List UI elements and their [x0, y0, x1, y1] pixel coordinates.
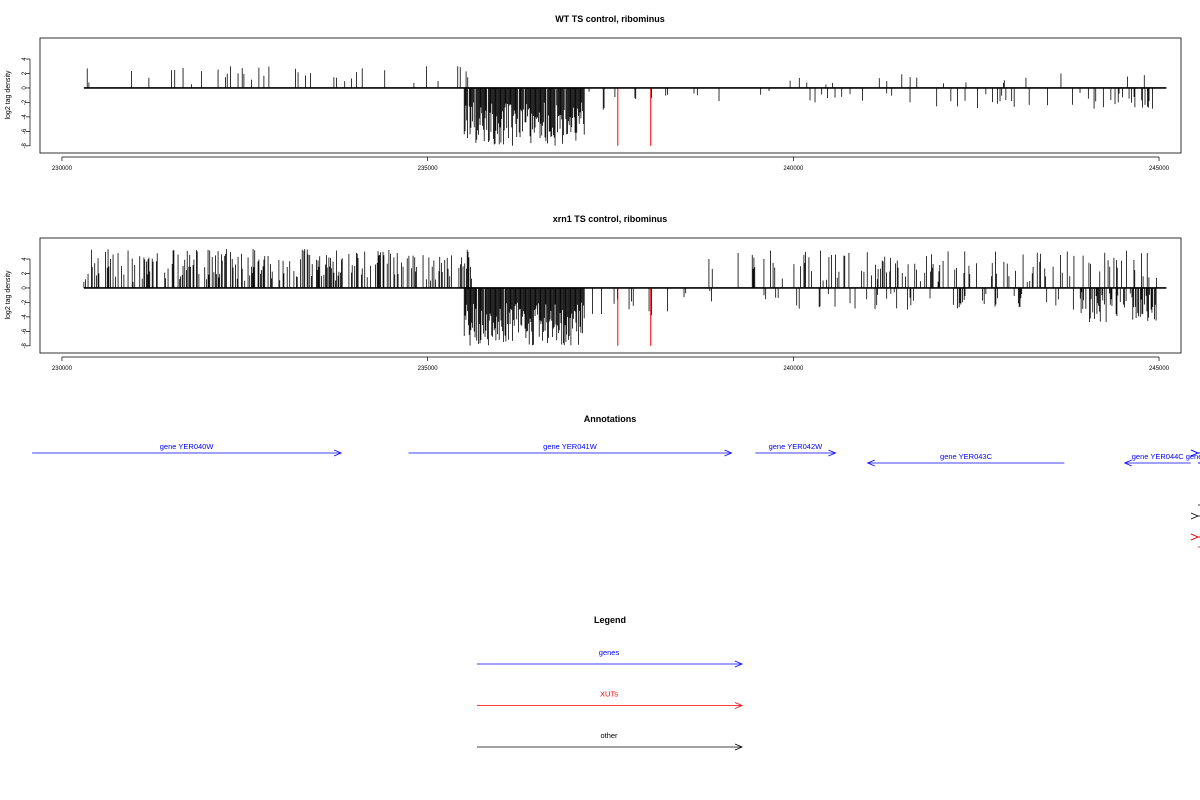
x-tick-label: 230000 — [52, 366, 73, 372]
signal-bars — [83, 249, 1157, 346]
legend-item: XUTs — [477, 690, 744, 709]
y-tick-label: -8 — [22, 343, 28, 349]
annotation-xut: XUT 5F-115 — [1190, 533, 1200, 541]
x-tick-label: 245000 — [1149, 166, 1170, 172]
annotations-title: Annotations — [584, 414, 637, 424]
x-tick-label: 230000 — [52, 166, 73, 172]
annotation-gene: gene YER041W — [408, 442, 733, 457]
arrowhead — [724, 449, 733, 457]
y-tick-label: 2 — [22, 271, 28, 275]
legend: genes XUTs other — [477, 648, 744, 751]
legend-label: genes — [599, 648, 620, 657]
y-tick-label: 0 — [22, 286, 28, 290]
signal-bars — [86, 66, 1153, 146]
arrowhead — [333, 449, 343, 457]
annotation-label: gene YER044C — [1132, 452, 1185, 461]
y-tick-label: 4 — [22, 257, 28, 261]
annotation-gene: gene YER040W — [32, 442, 343, 457]
annotation-gene: gene YER044C — [1123, 452, 1191, 467]
arrowhead — [1123, 459, 1132, 467]
highlight-bars — [617, 87, 652, 146]
arrowhead — [1190, 512, 1200, 520]
y-tick-label: 2 — [22, 71, 28, 75]
wt-signal-panel: WT TS control, ribominus log2 tag densit… — [5, 14, 1182, 172]
y-axis-label: log2 tag density — [5, 270, 12, 320]
legend-item: other — [477, 731, 744, 751]
arrowhead — [734, 702, 744, 709]
y-tick-label: 0 — [22, 86, 28, 90]
x-tick-label: 235000 — [418, 366, 439, 372]
arrowhead — [866, 459, 875, 467]
y-axis-label: log2 tag density — [5, 70, 12, 120]
annotation-track: gene YER040W gene YER041W gene YER042W gene… — [32, 442, 1200, 548]
annotation-label: gene YER040W — [160, 442, 215, 451]
y-axis: 4 2 0 -2 -4 -6 -8 — [22, 257, 31, 349]
arrowhead — [828, 449, 837, 457]
xrn1-signal-panel: xrn1 TS control, ribominus log2 tag dens… — [5, 214, 1182, 372]
annotation-label: gene YER041W — [543, 442, 598, 451]
x-tick-label: 235000 — [418, 166, 439, 172]
annotation-label: gene YER043C — [940, 452, 993, 461]
x-tick-label: 240000 — [783, 166, 804, 172]
plot-frame — [39, 37, 1182, 154]
arrowhead — [1190, 449, 1200, 457]
annotation-label: gene YER042W — [769, 442, 824, 451]
arrowhead — [734, 660, 744, 668]
arrowhead — [1190, 533, 1200, 541]
annotation-other: CUT CUT409 — [1190, 512, 1200, 520]
annotation-gene: gene YER042W — [755, 442, 837, 457]
annotation-gene: gene YER044C-A — [1186, 452, 1200, 464]
y-axis: 4 2 0 -2 -4 -6 -8 — [22, 57, 31, 149]
y-tick-label: -4 — [22, 314, 28, 320]
annotation-label: gene YER044C-A — [1186, 452, 1200, 461]
x-tick-label: 240000 — [783, 366, 804, 372]
legend-item: genes — [477, 648, 744, 668]
panel-title: xrn1 TS control, ribominus — [553, 214, 668, 224]
y-tick-label: -2 — [22, 299, 28, 305]
y-tick-label: -6 — [22, 328, 28, 334]
annotation-gene: gene YER046W-A — [1190, 449, 1200, 457]
annotation-gene: gene YER043C — [866, 452, 1065, 467]
plot-frame — [39, 237, 1182, 354]
legend-title: Legend — [594, 615, 626, 625]
y-tick-label: -2 — [22, 99, 28, 105]
y-tick-label: 4 — [22, 57, 28, 61]
arrowhead — [1190, 533, 1200, 541]
highlight-bars — [617, 287, 652, 346]
legend-label: XUTs — [600, 690, 618, 699]
y-tick-label: -4 — [22, 114, 28, 120]
arrowhead — [734, 743, 744, 751]
x-axis: 230000 235000 240000 245000 — [52, 156, 1170, 172]
x-axis: 230000 235000 240000 245000 — [52, 356, 1170, 372]
panel-title: WT TS control, ribominus — [555, 14, 665, 24]
y-tick-label: -8 — [22, 143, 28, 149]
legend-label: other — [600, 731, 618, 740]
x-tick-label: 245000 — [1149, 366, 1170, 372]
y-tick-label: -6 — [22, 128, 28, 134]
